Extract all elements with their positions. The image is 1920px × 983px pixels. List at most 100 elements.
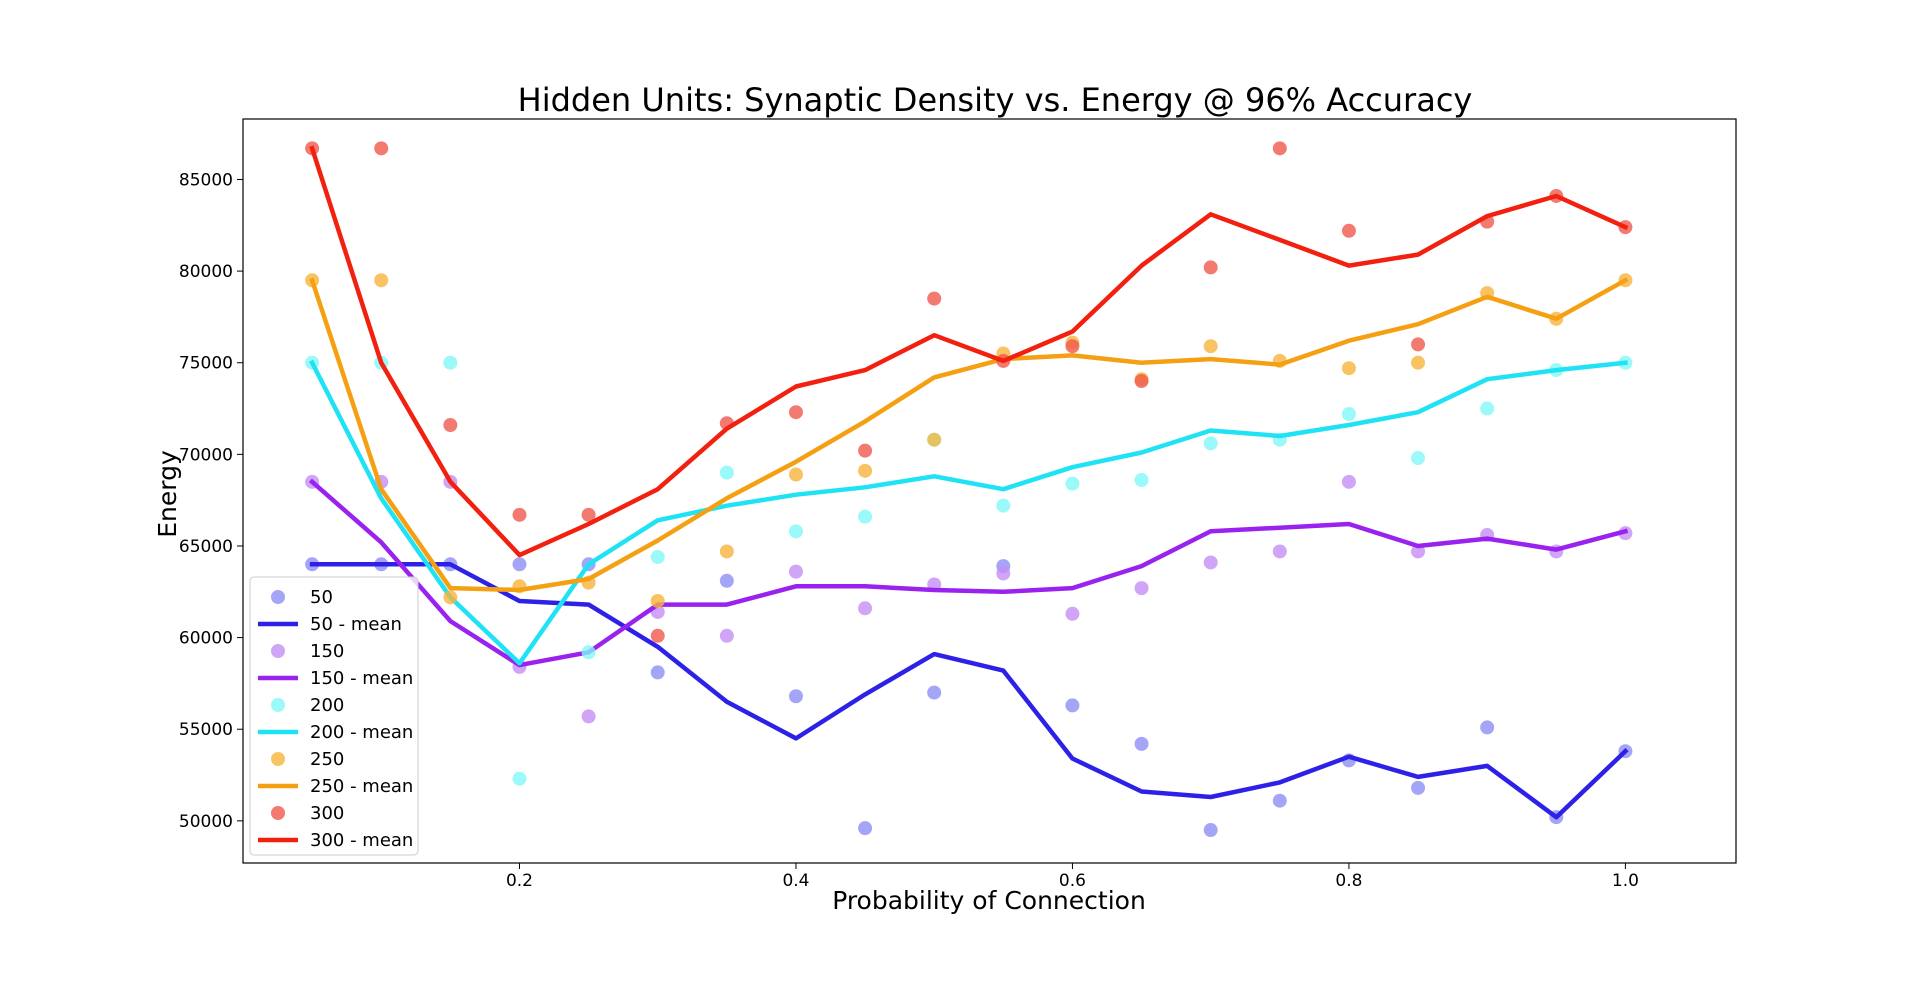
data-point (788, 405, 803, 420)
legend-label: 300 (310, 803, 344, 824)
legend-label: 250 (310, 749, 344, 770)
data-point (1134, 581, 1149, 596)
data-point (788, 524, 803, 539)
data-point (1272, 544, 1287, 559)
data-point (858, 821, 873, 836)
data-point (1341, 223, 1356, 238)
data-point (1065, 606, 1080, 621)
data-point (650, 665, 665, 680)
data-point (858, 463, 873, 478)
data-point (1065, 339, 1080, 354)
data-point (788, 564, 803, 579)
x-tick-label: 1.0 (1612, 871, 1639, 891)
data-point (1341, 474, 1356, 489)
series-300 (305, 141, 1633, 643)
data-point (927, 432, 942, 447)
data-point (719, 573, 734, 588)
y-axis: 50000 55000 60000 65000 70000 75000 80000 85000 (179, 170, 243, 832)
data-point (581, 507, 596, 522)
y-tick-label: 70000 (179, 445, 233, 465)
legend-label: 250 - mean (310, 776, 413, 797)
series-200 (305, 355, 1633, 786)
data-point (858, 443, 873, 458)
series-250 (305, 273, 1633, 608)
mean-line (309, 359, 1628, 666)
data-point (1411, 355, 1426, 370)
legend-marker (271, 698, 285, 712)
y-tick-label: 80000 (179, 262, 233, 282)
series-50 (305, 557, 1633, 838)
y-tick-label: 50000 (179, 812, 233, 832)
data-point (1272, 793, 1287, 808)
x-tick-label: 0.6 (1059, 871, 1086, 891)
data-point (1411, 451, 1426, 466)
data-point (719, 544, 734, 559)
data-point (996, 566, 1011, 581)
data-point (1065, 476, 1080, 491)
data-point (1272, 141, 1287, 156)
legend-marker (271, 752, 285, 766)
data-point (581, 645, 596, 660)
x-axis-label: Probability of Connection (832, 886, 1146, 915)
series-layer (305, 141, 1633, 838)
data-point (443, 590, 458, 605)
legend: 50 50 - mean 150 150 - mean 200 200 - mean 250… (249, 576, 419, 856)
legend-label: 300 - mean (310, 830, 413, 851)
data-point (927, 291, 942, 306)
data-point (858, 509, 873, 524)
data-point (650, 549, 665, 564)
x-tick-label: 0.2 (506, 871, 533, 891)
data-point (512, 771, 527, 786)
x-tick-label: 0.8 (1335, 871, 1362, 891)
legend-label: 200 (310, 695, 344, 716)
data-point (1203, 555, 1218, 570)
data-point (581, 709, 596, 724)
legend-marker (271, 644, 285, 658)
legend-marker (271, 590, 285, 604)
y-tick-label: 75000 (179, 354, 233, 374)
data-point (1341, 361, 1356, 376)
data-point (788, 689, 803, 704)
data-point (1341, 407, 1356, 422)
data-point (1065, 698, 1080, 713)
data-point (996, 498, 1011, 513)
series-150 (305, 474, 1633, 724)
data-point (1203, 823, 1218, 838)
legend-label: 150 (310, 641, 344, 662)
data-point (1411, 337, 1426, 352)
data-point (1134, 736, 1149, 751)
x-axis: 0.2 0.4 0.6 0.8 1.0 (506, 863, 1639, 891)
data-point (374, 273, 389, 288)
data-point (1203, 436, 1218, 451)
mean-line (309, 145, 1629, 558)
y-axis-label: Energy (153, 450, 182, 538)
data-point (1134, 473, 1149, 488)
y-tick-label: 60000 (179, 629, 233, 649)
data-point (1203, 260, 1218, 275)
data-point (788, 467, 803, 482)
data-point (927, 685, 942, 700)
mean-line (309, 277, 1629, 593)
data-point (858, 601, 873, 616)
mean-line (309, 562, 1629, 820)
data-point (374, 141, 389, 156)
x-tick-label: 0.4 (782, 871, 809, 891)
data-point (650, 593, 665, 608)
data-point (512, 557, 527, 572)
data-point (650, 628, 665, 643)
data-point (1411, 544, 1426, 559)
legend-label: 50 (310, 587, 333, 608)
data-point (1411, 780, 1426, 795)
data-point (1480, 720, 1495, 735)
data-point (443, 355, 458, 370)
plot-area (242, 118, 1737, 864)
data-point (1134, 374, 1149, 389)
y-tick-label: 55000 (179, 720, 233, 740)
y-tick-label: 65000 (179, 537, 233, 557)
legend-label: 50 - mean (310, 614, 402, 635)
legend-marker (271, 806, 285, 820)
chart-title: Hidden Units: Synaptic Density vs. Energ… (518, 81, 1473, 119)
data-point (512, 507, 527, 522)
data-point (719, 628, 734, 643)
